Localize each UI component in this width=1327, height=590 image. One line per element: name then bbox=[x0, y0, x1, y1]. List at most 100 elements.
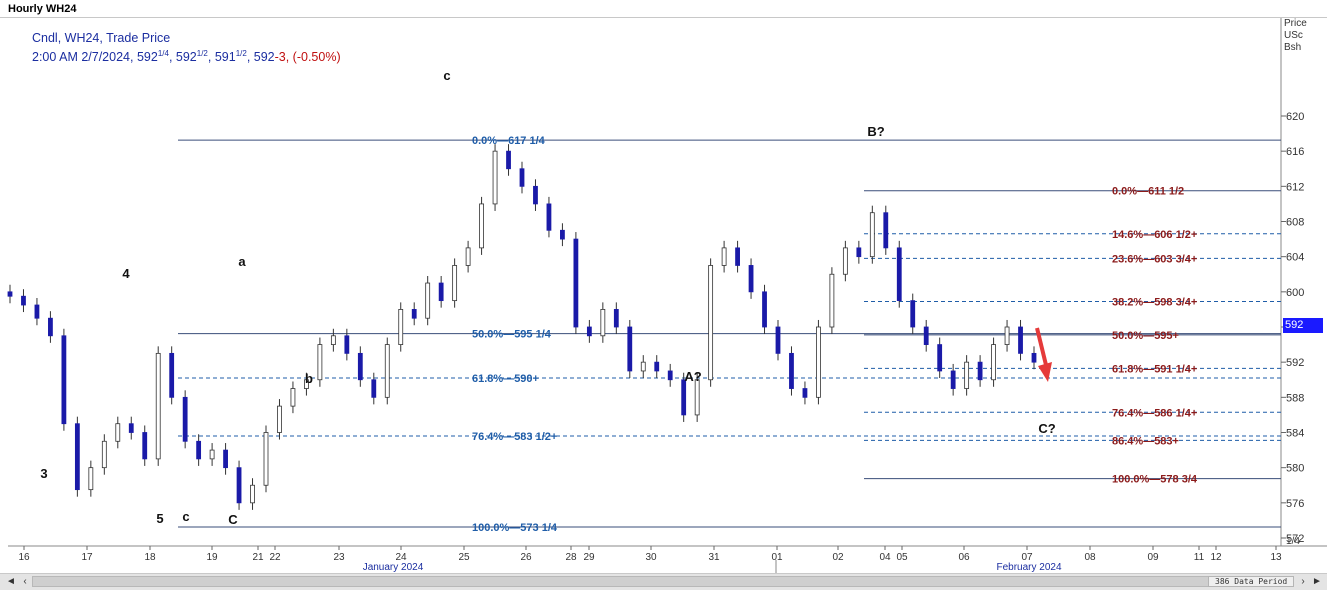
legend-datetime: 2:00 AM 2/7/2024, bbox=[32, 50, 137, 65]
candle-body bbox=[398, 309, 404, 345]
candle-body bbox=[277, 405, 282, 433]
candle-body bbox=[506, 150, 511, 170]
data-period-label[interactable]: 386 Data Period bbox=[1208, 576, 1295, 587]
candle-body bbox=[438, 282, 444, 302]
candle-body bbox=[964, 361, 970, 389]
x-tick-label: 31 bbox=[708, 552, 720, 563]
candle-body bbox=[492, 150, 498, 205]
x-tick-label: 01 bbox=[771, 552, 783, 563]
scroll-next-icon[interactable]: › bbox=[1301, 576, 1305, 587]
month-label: February 2024 bbox=[996, 562, 1061, 573]
x-tick-label: 05 bbox=[896, 552, 908, 563]
candle-body bbox=[317, 344, 323, 381]
candle-body bbox=[1031, 352, 1037, 363]
candle-body bbox=[88, 467, 94, 491]
x-tick-label: 12 bbox=[1210, 552, 1222, 563]
candle-body bbox=[209, 449, 215, 460]
candle-body bbox=[384, 344, 390, 398]
chart-legend: Cndl, WH24, Trade Price 2:00 AM 2/7/2024… bbox=[32, 30, 341, 65]
fib-label-right: 61.8%—591 1/4+ bbox=[1112, 363, 1197, 375]
candle-body bbox=[519, 168, 525, 187]
candle-body bbox=[613, 309, 619, 328]
wave-label: C bbox=[228, 512, 238, 527]
axis-unit: Price USc Bsh bbox=[1284, 18, 1307, 54]
scroll-prev-icon[interactable]: ‹ bbox=[23, 576, 27, 587]
candle-body bbox=[748, 265, 754, 293]
candle-body bbox=[829, 273, 835, 328]
x-tick-label: 26 bbox=[520, 552, 532, 563]
scroll-left-icon[interactable]: ◄ bbox=[6, 576, 16, 587]
candle-body bbox=[128, 423, 134, 433]
candle-body bbox=[654, 361, 660, 372]
candle-body bbox=[586, 326, 592, 337]
wave-label: c bbox=[182, 509, 189, 524]
y-tick-label: 584 bbox=[1286, 428, 1304, 440]
x-tick-label: 02 bbox=[832, 552, 844, 563]
candle-body bbox=[883, 212, 889, 249]
candle-body bbox=[667, 370, 673, 381]
wave-label: A? bbox=[684, 369, 701, 384]
x-tick-label: 29 bbox=[583, 552, 595, 563]
candle-body bbox=[479, 203, 484, 249]
fib-label-right: 100.0%—578 3/4 bbox=[1112, 474, 1198, 486]
wave-label: C? bbox=[1038, 421, 1055, 436]
candle-body bbox=[708, 265, 714, 381]
candle-body bbox=[681, 379, 687, 416]
candle-body bbox=[910, 300, 916, 328]
y-tick-label: 616 bbox=[1286, 146, 1304, 158]
month-label: January 2024 bbox=[363, 562, 424, 573]
candle-body bbox=[465, 247, 471, 266]
fib-label-right: 86.4%—583+ bbox=[1112, 435, 1179, 447]
x-tick-label: 17 bbox=[81, 552, 93, 563]
fib-label-right: 14.6%—606 1/2+ bbox=[1112, 229, 1197, 241]
x-tick-label: 23 bbox=[333, 552, 345, 563]
quarter-label: 1/4 bbox=[1286, 536, 1300, 547]
candle-body bbox=[560, 229, 565, 240]
candle-body bbox=[290, 388, 296, 407]
candle-body bbox=[21, 295, 26, 306]
x-tick-label: 25 bbox=[458, 552, 470, 563]
x-tick-label: 18 bbox=[144, 552, 156, 563]
candle-body bbox=[61, 335, 67, 425]
x-tick-label: 16 bbox=[18, 552, 30, 563]
candle-body bbox=[250, 484, 255, 504]
candle-body bbox=[155, 352, 161, 460]
y-tick-label: 576 bbox=[1286, 498, 1304, 510]
fib-label-right: 50.0%—595+ bbox=[1112, 330, 1179, 342]
fib-label-left: 100.0%—573 1/4 bbox=[472, 522, 558, 534]
candle-body bbox=[789, 352, 794, 389]
plot-area bbox=[8, 18, 1281, 546]
fib-label-left: 76.4%—583 1/2+ bbox=[472, 431, 557, 443]
legend-open: 592 bbox=[136, 50, 158, 65]
fib-label-right: 23.6%—603 3/4+ bbox=[1112, 253, 1197, 265]
scroll-track[interactable] bbox=[32, 576, 1285, 587]
y-tick-label: 592 bbox=[1286, 357, 1304, 369]
y-tick-label: 612 bbox=[1286, 181, 1304, 193]
candle-body bbox=[344, 335, 350, 354]
scroll-right-icon[interactable]: ► bbox=[1312, 576, 1322, 587]
candle-body bbox=[977, 361, 983, 381]
candle-body bbox=[371, 379, 377, 398]
candle-body bbox=[950, 370, 956, 389]
wave-label: B? bbox=[867, 124, 884, 139]
legend-low-frac: 1/2 bbox=[235, 49, 247, 58]
candle-body bbox=[74, 423, 80, 491]
candle-body bbox=[802, 388, 808, 398]
axis-unit-line-3: Bsh bbox=[1284, 42, 1302, 53]
y-tick-label: 608 bbox=[1286, 217, 1304, 229]
wave-label: 5 bbox=[156, 511, 163, 526]
x-tick-label: 08 bbox=[1084, 552, 1096, 563]
x-tick-label: 30 bbox=[645, 552, 657, 563]
window-title-bar: Hourly WH24 bbox=[0, 0, 1327, 18]
fib-label-left: 0.0%—617 1/4 bbox=[472, 135, 546, 147]
candle-body bbox=[182, 396, 188, 442]
wave-label: 4 bbox=[122, 266, 130, 281]
time-scrollbar[interactable]: ◄ ‹ 386 Data Period › ► bbox=[0, 573, 1327, 590]
x-tick-label: 06 bbox=[958, 552, 970, 563]
candle-body bbox=[640, 361, 646, 372]
candle-body bbox=[115, 423, 121, 442]
candle-body bbox=[34, 304, 40, 319]
y-tick-label: 572 bbox=[1286, 533, 1304, 545]
